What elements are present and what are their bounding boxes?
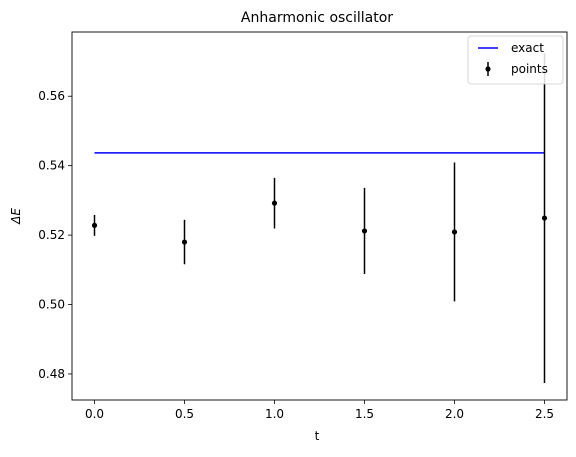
y-tick-label: 0.48 — [38, 367, 65, 381]
y-tick-label: 0.56 — [38, 89, 65, 103]
y-tick-label: 0.52 — [38, 228, 65, 242]
data-point — [91, 222, 98, 228]
legend: exact points — [467, 35, 564, 85]
legend-exact-label: exact — [511, 41, 544, 55]
legend-points-swatch-marker — [485, 66, 491, 72]
x-tick-label: 2.5 — [535, 407, 554, 421]
data-point — [361, 228, 368, 234]
x-tick-label: 1.0 — [265, 407, 284, 421]
x-axis-label: t — [315, 429, 320, 443]
data-point — [451, 229, 458, 235]
x-axis: 0.0 0.5 1.0 1.5 2.0 2.5 — [85, 400, 554, 421]
y-axis-label: ΔE — [9, 208, 23, 225]
x-tick-label: 2.0 — [445, 407, 464, 421]
y-axis: 0.48 0.50 0.52 0.54 0.56 — [38, 89, 72, 381]
x-tick-label: 1.5 — [355, 407, 374, 421]
legend-points-label: points — [511, 62, 548, 76]
data-point — [181, 239, 188, 245]
axes-frame — [71, 31, 568, 401]
y-tick-label: 0.54 — [38, 159, 65, 173]
y-tick-label: 0.50 — [38, 298, 65, 312]
plot-area — [91, 53, 548, 383]
data-point — [541, 215, 548, 221]
data-point — [271, 200, 278, 206]
chart-title: Anharmonic oscillator — [241, 10, 393, 26]
x-tick-label: 0.5 — [175, 407, 194, 421]
x-tick-label: 0.0 — [85, 407, 104, 421]
